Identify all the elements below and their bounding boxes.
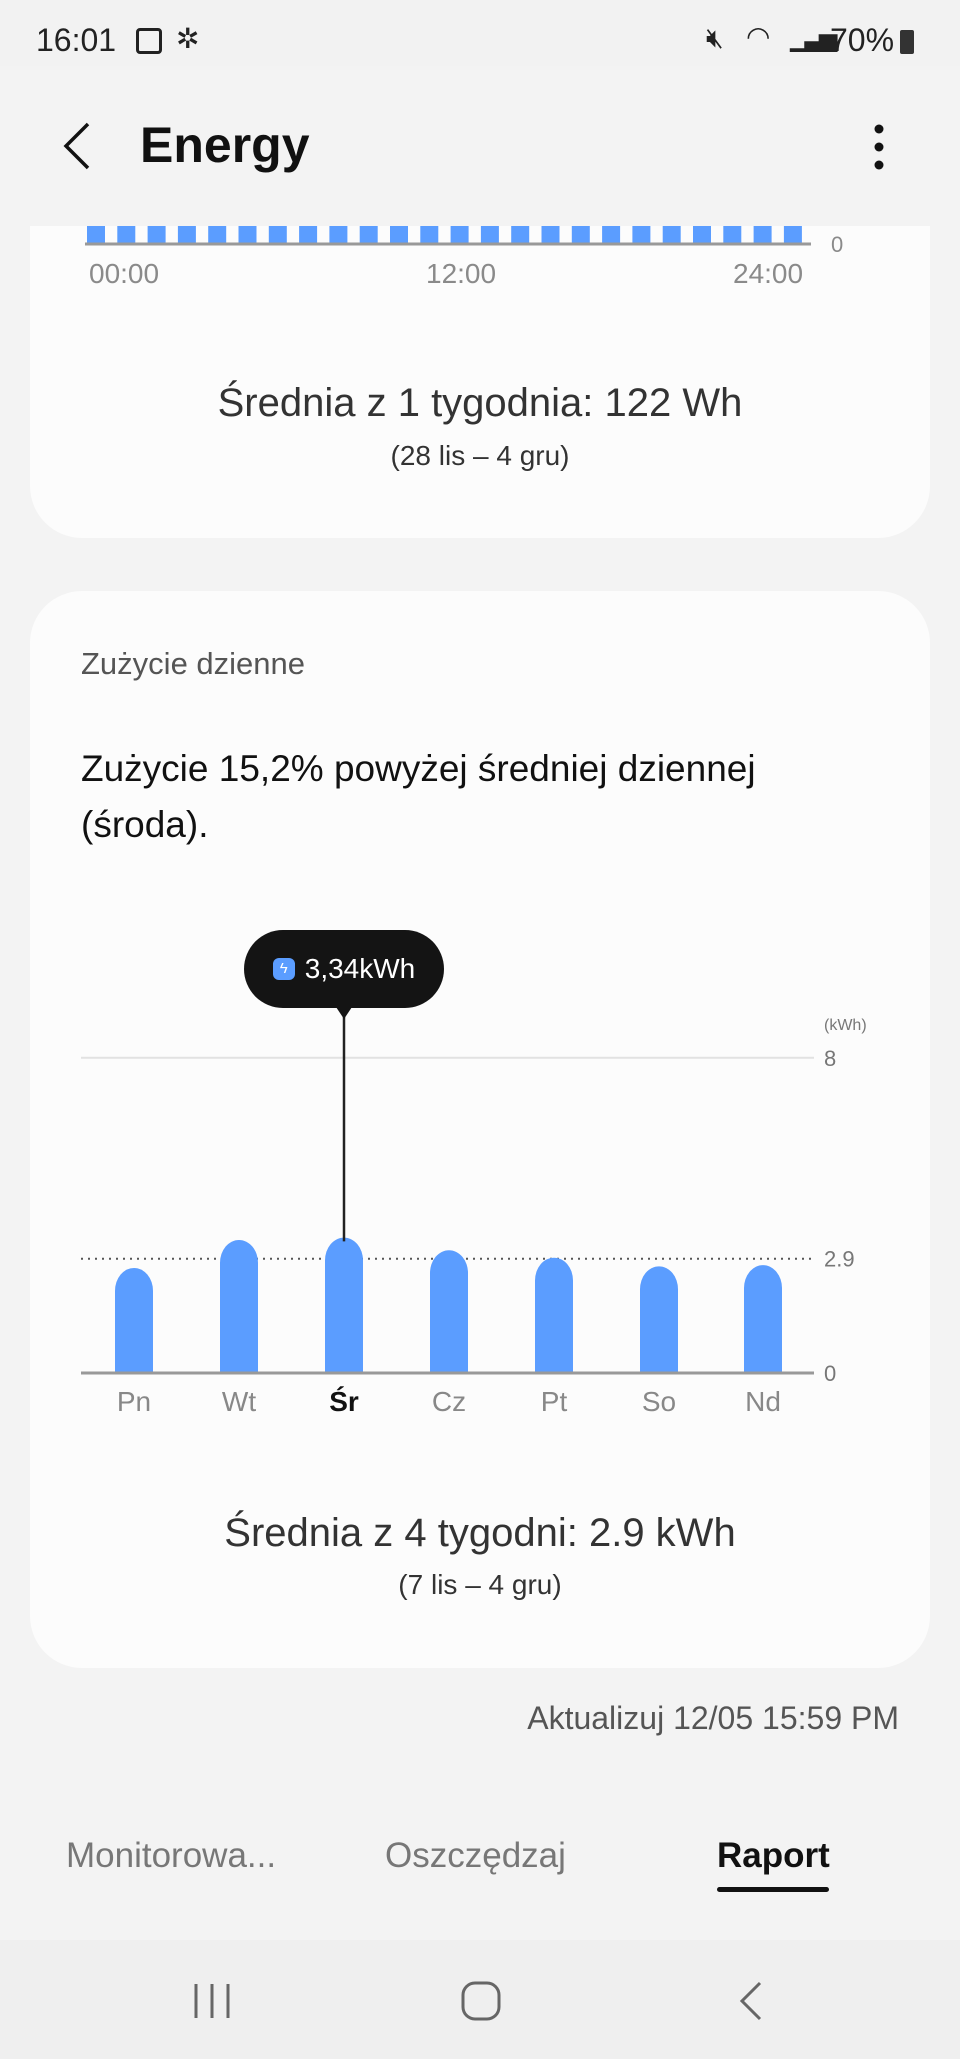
hourly-bar — [147, 226, 166, 243]
daily-chart: 0 2.9 8 (kWh) Pn Wt Śr Cz Pt So Nd — [81, 1007, 867, 1417]
wifi-icon: ◠ — [746, 21, 771, 52]
recent-apps-icon[interactable] — [190, 1982, 234, 2020]
bar-Pt — [535, 1257, 573, 1373]
usage-headline: Zużycie 15,2% powyżej średniej dziennej … — [81, 748, 756, 845]
network-hub-icon: ✲ — [176, 23, 200, 54]
navigation-bar — [0, 1940, 960, 2059]
hourly-bar — [208, 226, 227, 243]
day-label: Cz — [432, 1386, 466, 1417]
bar-Cz — [430, 1250, 468, 1373]
card-title: Zużycie dzienne — [81, 646, 306, 681]
tab-report[interactable]: Raport — [717, 1836, 830, 1875]
tooltip-pointer — [336, 1007, 352, 1019]
back-icon[interactable] — [736, 1980, 766, 2022]
weekly-average: Średnia z 1 tygodnia: 122 Wh — [217, 381, 743, 425]
x-label: 12:00 — [426, 258, 497, 289]
day-label: Pt — [541, 1386, 568, 1417]
day-label: Śr — [329, 1386, 359, 1417]
home-icon[interactable] — [460, 1980, 502, 2022]
hourly-bar — [117, 226, 136, 243]
signal-icon: ▁▃▅ — [790, 25, 837, 52]
tooltip-value: 3,34kWh — [304, 953, 416, 984]
y-zero-label: 0 — [831, 232, 844, 257]
chevron-left-icon — [63, 122, 90, 170]
hourly-bar — [632, 226, 651, 243]
hourly-bar — [693, 226, 711, 243]
hourly-bar — [571, 226, 590, 243]
hourly-bar — [480, 226, 499, 243]
hourly-bar — [511, 226, 530, 243]
hourly-bar — [450, 226, 469, 243]
x-label: 24:00 — [733, 258, 804, 289]
bar-Pn — [115, 1267, 153, 1373]
hourly-bar — [541, 226, 560, 243]
more-options-button[interactable] — [868, 124, 890, 170]
y-tick-label: 2.9 — [824, 1247, 855, 1272]
hourly-bar — [390, 226, 408, 243]
y-tick-label: 0 — [824, 1361, 836, 1386]
mute-icon: 🔇︎ — [706, 22, 724, 53]
four-week-average: Średnia z 4 tygodni: 2.9 kWh — [224, 1511, 736, 1555]
four-week-range: (7 lis – 4 gru) — [398, 1569, 562, 1600]
hourly-bar — [420, 226, 439, 243]
active-tab-indicator — [717, 1887, 829, 1892]
day-label: Wt — [222, 1386, 256, 1417]
more-vertical-icon — [874, 124, 884, 170]
day-label: Pn — [117, 1386, 151, 1417]
status-bar: 16:01 ✲ 🔇︎ ◠ ▁▃▅ 70% — [0, 0, 960, 66]
lightning-icon: ϟ — [272, 958, 295, 980]
hourly-bar — [87, 226, 105, 243]
hourly-bar — [602, 226, 621, 243]
hourly-bar — [753, 226, 772, 243]
hourly-bar — [723, 226, 742, 243]
bar-Śr — [325, 1237, 363, 1373]
tab-monitor[interactable]: Monitorowa... — [66, 1836, 277, 1875]
day-label: So — [642, 1386, 676, 1417]
hourly-bar — [359, 226, 378, 243]
hourly-bar — [783, 226, 802, 243]
tab-save[interactable]: Oszczędzaj — [385, 1836, 566, 1875]
day-label: Nd — [745, 1386, 781, 1417]
hourly-bar — [662, 226, 681, 243]
bar-Wt — [220, 1239, 258, 1373]
battery-text: 70% — [830, 22, 895, 58]
hourly-bar — [329, 226, 348, 243]
last-updated: Aktualizuj 12/05 15:59 PM — [527, 1700, 899, 1736]
bar-Nd — [744, 1265, 782, 1373]
status-time: 16:01 — [36, 22, 117, 58]
image-icon — [136, 28, 162, 54]
value-tooltip: ϟ 3,34kWh — [244, 930, 444, 1008]
battery-icon — [900, 30, 914, 54]
hourly-usage-card: 0 00:00 12:00 24:00 Średnia z 1 tygodnia… — [30, 226, 930, 538]
unit-label: (kWh) — [824, 1017, 867, 1034]
back-button[interactable] — [58, 120, 98, 172]
hourly-bar — [299, 226, 318, 243]
hourly-bar — [177, 226, 196, 243]
weekly-range: (28 lis – 4 gru) — [390, 440, 570, 471]
hourly-chart — [85, 226, 811, 246]
hourly-bar — [268, 226, 287, 243]
bar-So — [640, 1266, 678, 1373]
daily-usage-card: Zużycie dzienne Zużycie 15,2% powyżej śr… — [30, 591, 930, 1668]
x-label: 00:00 — [89, 258, 160, 289]
hourly-bar — [238, 226, 257, 243]
y-tick-label: 8 — [824, 1046, 836, 1071]
page-title: Energy — [140, 117, 310, 173]
